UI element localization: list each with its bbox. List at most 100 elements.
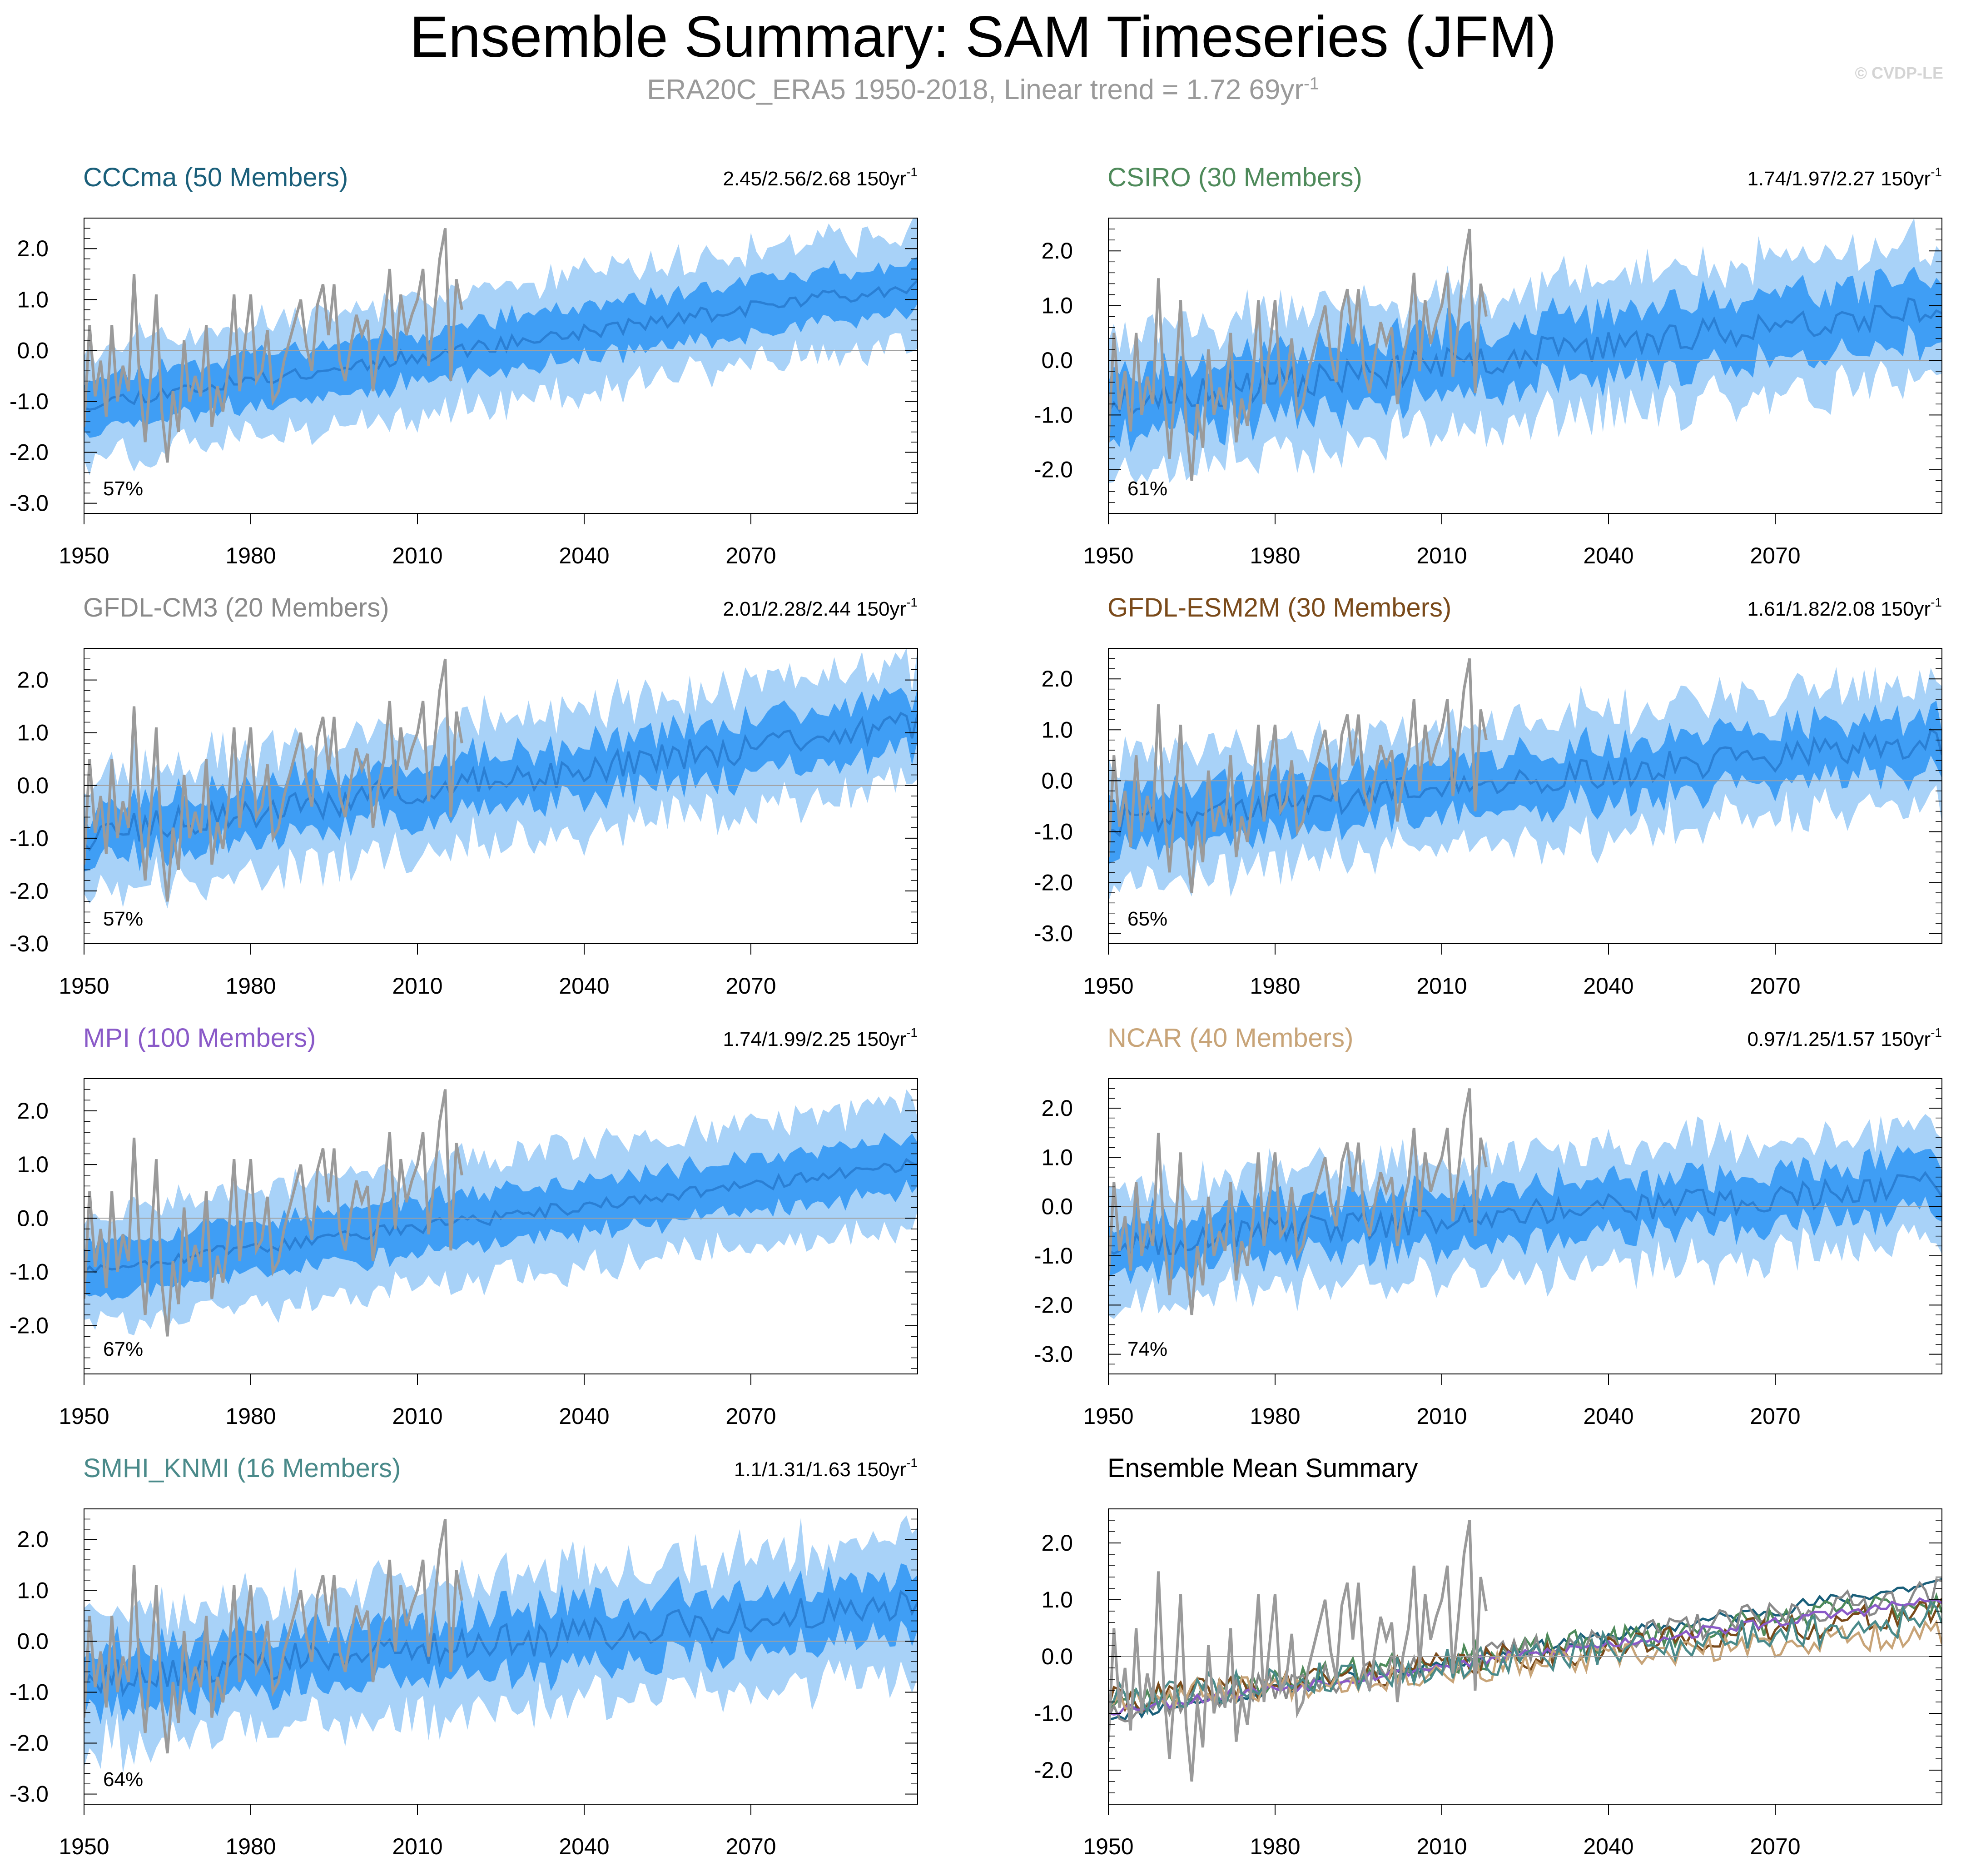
chart-panel: 2.0 1.0 0.0 -1.0 -2.0 1950 1980 2010 2040 2070 Ens…: [1034, 1453, 1942, 1859]
trend-label: 1.74/1.97/2.27 150yr-1: [1747, 165, 1942, 190]
observation-line: [1108, 658, 1488, 893]
x-tick-label: 1980: [1250, 1403, 1300, 1429]
x-tick-label: 2040: [559, 1403, 609, 1429]
x-tick-label: 1950: [59, 543, 109, 568]
x-tick-label: 2040: [1583, 1403, 1633, 1429]
plot-area: [84, 1089, 918, 1337]
panel-title: Ensemble Mean Summary: [1107, 1453, 1418, 1483]
y-tick-label: -2.0: [10, 1313, 49, 1339]
x-tick-label: 1980: [1250, 973, 1300, 999]
ensemble-mean-line: [1108, 297, 1942, 418]
x-tick-label: 2010: [392, 1834, 442, 1859]
series-line-smhi_knmi: [1108, 1600, 1942, 1717]
y-tick-label: -3.0: [1034, 921, 1073, 946]
trend-superscript: -1: [1931, 165, 1942, 179]
y-tick-label: -1.0: [1034, 819, 1073, 844]
x-tick-label: 1950: [59, 1834, 109, 1859]
y-tick-label: -3.0: [10, 931, 49, 956]
plot-frame: [1108, 218, 1942, 514]
chart-panel: 2.0 1.0 0.0 -1.0 -2.0 -3.0 1950 1980 2010 2040 207…: [10, 163, 918, 568]
x-tick-label: 2010: [1416, 973, 1467, 999]
inner-spread-band: [84, 687, 918, 872]
trend-superscript: -1: [906, 165, 918, 179]
panel-title: CCCma (50 Members): [83, 163, 348, 192]
inner-spread-band: [1108, 1145, 1942, 1285]
y-tick-label: -2.0: [1034, 457, 1073, 483]
y-tick-label: 0.0: [17, 1205, 49, 1231]
x-tick-label: 2010: [392, 973, 442, 999]
plot-area: [84, 218, 918, 476]
trend-superscript: -1: [1931, 1025, 1942, 1040]
y-tick-label: 1.0: [1041, 1145, 1073, 1170]
y-tick-label: 1.0: [17, 1152, 49, 1177]
observation-line: [1108, 229, 1488, 481]
x-tick-label: 1980: [225, 1403, 276, 1429]
x-tick-label: 2070: [725, 543, 776, 568]
y-tick-label: 0.0: [1041, 1644, 1073, 1669]
ensemble-mean-line: [1108, 1171, 1942, 1258]
plot-frame: [1108, 648, 1942, 944]
chart-panel: 2.0 1.0 0.0 -1.0 -2.0 -3.0 1950 1980 2010 2040 207…: [10, 1453, 918, 1859]
trend-value: 2.45/2.56/2.68 150yr: [723, 168, 906, 190]
plot-area: [84, 1515, 918, 1774]
ensemble-mean-line: [84, 712, 918, 851]
trend-superscript: -1: [906, 1456, 918, 1470]
inner-spread-band: [84, 257, 918, 438]
y-tick-label: 2.0: [17, 667, 49, 693]
observation-line: [1108, 1520, 1488, 1782]
chart-panel: 2.0 1.0 0.0 -1.0 -2.0 1950 1980 2010 2040 2070 MPI…: [10, 1023, 918, 1429]
trend-label: 1.1/1.31/1.63 150yr-1: [734, 1456, 918, 1481]
trend-value: 2.01/2.28/2.44 150yr: [723, 598, 906, 620]
panel-title: GFDL-ESM2M (30 Members): [1107, 593, 1451, 622]
y-tick-label: -1.0: [10, 826, 49, 851]
trend-label: 1.61/1.82/2.08 150yr-1: [1747, 595, 1942, 620]
observation-line: [84, 228, 463, 463]
ensemble-mean-line: [1108, 728, 1942, 837]
x-tick-label: 2040: [559, 973, 609, 999]
plot-area: [1108, 1520, 1942, 1782]
y-tick-label: 0.0: [1041, 768, 1073, 793]
x-tick-label: 1980: [1250, 1834, 1300, 1859]
inner-spread-band: [1108, 700, 1942, 864]
y-tick-label: -3.0: [10, 1781, 49, 1807]
x-tick-label: 1980: [1250, 543, 1300, 568]
trend-value: 1.61/1.82/2.08 150yr: [1747, 598, 1931, 620]
x-tick-label: 2070: [1750, 973, 1800, 999]
x-tick-label: 2040: [1583, 543, 1633, 568]
trend-value: 1.1/1.31/1.63 150yr: [734, 1458, 906, 1481]
observation-line: [84, 1089, 463, 1337]
x-tick-label: 2040: [559, 1834, 609, 1859]
trend-value: 0.97/1.25/1.57 150yr: [1747, 1028, 1931, 1050]
panel-title: MPI (100 Members): [83, 1023, 316, 1053]
y-tick-label: 0.0: [17, 338, 49, 363]
x-tick-label: 2010: [1416, 543, 1467, 568]
x-tick-label: 1950: [1083, 1403, 1133, 1429]
y-tick-label: -1.0: [10, 388, 49, 414]
chart-panel: 2.0 1.0 0.0 -1.0 -2.0 -3.0 1950 1980 2010 2040 207…: [1034, 593, 1942, 999]
y-tick-label: -1.0: [10, 1259, 49, 1284]
figure-subtitle: ERA20C_ERA5 1950-2018, Linear trend = 1.…: [0, 74, 1966, 106]
x-tick-label: 2010: [1416, 1403, 1467, 1429]
x-tick-label: 2010: [392, 1403, 442, 1429]
panel-title: SMHI_KNMI (16 Members): [83, 1453, 401, 1483]
x-tick-label: 1980: [225, 543, 276, 568]
figure-title: Ensemble Summary: SAM Timeseries (JFM): [409, 5, 1557, 70]
y-tick-label: -3.0: [1034, 1342, 1073, 1367]
x-tick-label: 1950: [59, 1403, 109, 1429]
plot-area: [84, 648, 918, 909]
series-line-mpi: [1108, 1597, 1942, 1716]
x-tick-label: 2070: [725, 973, 776, 999]
y-tick-label: 2.0: [1041, 1530, 1073, 1556]
plot-frame: [84, 218, 918, 514]
trend-label: 1.74/1.99/2.25 150yr-1: [723, 1025, 918, 1050]
y-tick-label: -2.0: [1034, 1292, 1073, 1318]
percent-label: 74%: [1127, 1338, 1167, 1360]
panel-title: CSIRO (30 Members): [1107, 163, 1362, 192]
plot-frame: [84, 1508, 918, 1805]
y-tick-label: 1.0: [17, 1577, 49, 1603]
x-tick-label: 2070: [1750, 1403, 1800, 1429]
plot-area: [1108, 658, 1942, 902]
y-tick-label: -1.0: [10, 1679, 49, 1705]
x-tick-label: 2040: [1583, 1834, 1633, 1859]
x-tick-label: 1980: [225, 973, 276, 999]
